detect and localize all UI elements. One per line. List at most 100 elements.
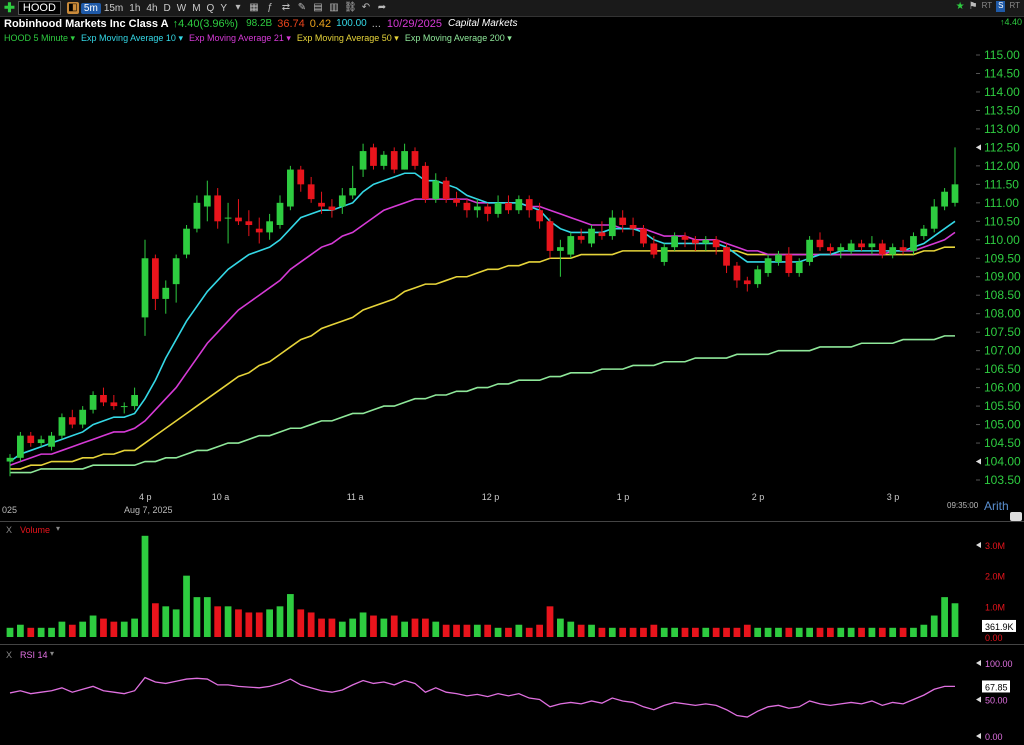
volume-bar (473, 624, 481, 637)
volume-close-icon[interactable]: X (6, 525, 13, 535)
candle-body (349, 188, 357, 196)
chart-settings-icon[interactable]: ◧ (66, 2, 79, 14)
candle-body (889, 247, 897, 255)
add-symbol-icon[interactable]: ✚ (4, 0, 15, 15)
timeframe-5m[interactable]: 5m (80, 2, 101, 14)
candle-body (775, 254, 782, 262)
scale-toggle-icon[interactable] (1010, 512, 1022, 521)
candle-body (255, 228, 263, 233)
undo-icon[interactable]: ↶ (361, 2, 371, 13)
volume-axis-label: 1.0M (985, 602, 1005, 612)
time-axis-label: 10 a (212, 492, 230, 502)
timeframe-Y[interactable]: Y (220, 2, 227, 14)
legend-item-1[interactable]: Exp Moving Average 10 ▾ (81, 33, 183, 43)
flag-icon[interactable]: ⚑ (968, 1, 978, 12)
symbol-info-bar: Robinhood Markets Inc Class A ↑ 4.40(3.9… (0, 16, 1024, 31)
candle-type-icon[interactable]: ▦ (249, 2, 259, 13)
candle-body (473, 206, 481, 211)
timeframe-1h[interactable]: 1h (129, 2, 141, 14)
volume-bar (941, 597, 948, 637)
candle-body (619, 217, 627, 225)
info-value-2: 36.74 (277, 17, 305, 30)
volume-bar (650, 624, 658, 637)
candle-body (785, 254, 793, 274)
candle-body (827, 247, 834, 251)
rsi-last-value: 67.85 (985, 682, 1008, 692)
volume-bar (183, 575, 190, 637)
candle-body (287, 169, 294, 207)
indicator-legend: HOOD 5 Minute ▾ Exp Moving Average 10 ▾ Ex… (4, 33, 512, 44)
candle-body (754, 269, 762, 285)
timeframe-D[interactable]: D (163, 2, 171, 14)
volume-dropdown-icon[interactable]: ▾ (56, 524, 61, 533)
candle-body (733, 265, 741, 281)
star-icon[interactable]: ★ (955, 1, 965, 12)
timeframe-Q[interactable]: Q (206, 2, 215, 14)
volume-bar (131, 618, 138, 637)
compare-icon[interactable]: ⇄ (281, 2, 291, 13)
volume-label[interactable]: Volume (20, 525, 51, 535)
timeframe-15m[interactable]: 15m (103, 2, 124, 14)
volume-bar (930, 615, 938, 637)
legend-item-2[interactable]: Exp Moving Average 21 ▾ (188, 33, 291, 43)
rsi-close-icon[interactable]: X (6, 650, 13, 660)
price-axis-label: 115.00 (984, 48, 1020, 62)
share-icon[interactable]: ➦ (377, 2, 387, 13)
price-axis-label: 109.50 (984, 251, 1021, 265)
candle-body (858, 243, 865, 248)
indicators-icon[interactable]: ƒ (267, 2, 273, 13)
draw-icon[interactable]: ✎ (297, 2, 307, 13)
candle-body (930, 206, 938, 229)
volume-bar (681, 627, 689, 637)
volume-bar (775, 627, 782, 637)
volume-rsi-divider[interactable] (0, 644, 1024, 645)
volume-bar (733, 627, 741, 637)
candle-body (920, 228, 928, 237)
volume-bar (671, 627, 678, 637)
price-axis-label: 110.50 (984, 214, 1020, 228)
timeframe-M[interactable]: M (192, 2, 201, 14)
rsi-dropdown-icon[interactable]: ▾ (50, 649, 55, 658)
volume-bar (463, 624, 471, 637)
link-icon[interactable]: ⛓ (344, 2, 357, 13)
candle-body (266, 221, 273, 233)
volume-bar (224, 606, 232, 637)
layout-icon[interactable]: ▥ (329, 2, 339, 13)
candle-body (816, 239, 824, 248)
volume-bar (723, 627, 730, 637)
volume-bar (453, 624, 460, 637)
rsi-axis-marker (976, 696, 981, 703)
candle-body (390, 151, 398, 170)
price-volume-divider[interactable] (0, 521, 1024, 522)
volume-bar (401, 621, 408, 637)
rsi-label[interactable]: RSI 14 (20, 650, 48, 660)
legend-item-0[interactable]: HOOD 5 Minute ▾ (4, 33, 76, 43)
candle-body (941, 191, 948, 207)
volume-bar (816, 627, 824, 637)
candle-body (629, 225, 637, 229)
sp-badge[interactable]: S (996, 1, 1006, 12)
price-axis-label: 107.50 (984, 325, 1021, 339)
candle-body (359, 151, 367, 170)
candle-body (68, 417, 76, 425)
volume-bar (525, 627, 533, 637)
legend-item-4[interactable]: Exp Moving Average 200 ▾ (404, 33, 512, 43)
price-axis-label: 111.50 (984, 177, 1019, 191)
candle-body (193, 202, 201, 229)
volume-bar (162, 606, 170, 637)
volume-last-box (982, 619, 1016, 632)
candle-body (224, 217, 232, 219)
timeframe-W[interactable]: W (176, 2, 187, 14)
dropdown-chevron-icon[interactable]: ▾ (235, 2, 241, 13)
legend-item-3[interactable]: Exp Moving Average 50 ▾ (296, 33, 399, 43)
symbol-input[interactable]: HOOD (17, 1, 61, 15)
timeframe-4h[interactable]: 4h (146, 2, 158, 14)
grid-icon[interactable]: ▤ (313, 2, 323, 13)
scale-mode-label[interactable]: Arith (984, 499, 1009, 513)
candle-body (951, 184, 959, 203)
volume-bar (640, 627, 647, 637)
date-label: Aug 7, 2025 (124, 505, 173, 515)
candle-body (307, 184, 315, 200)
volume-bar (266, 609, 273, 637)
